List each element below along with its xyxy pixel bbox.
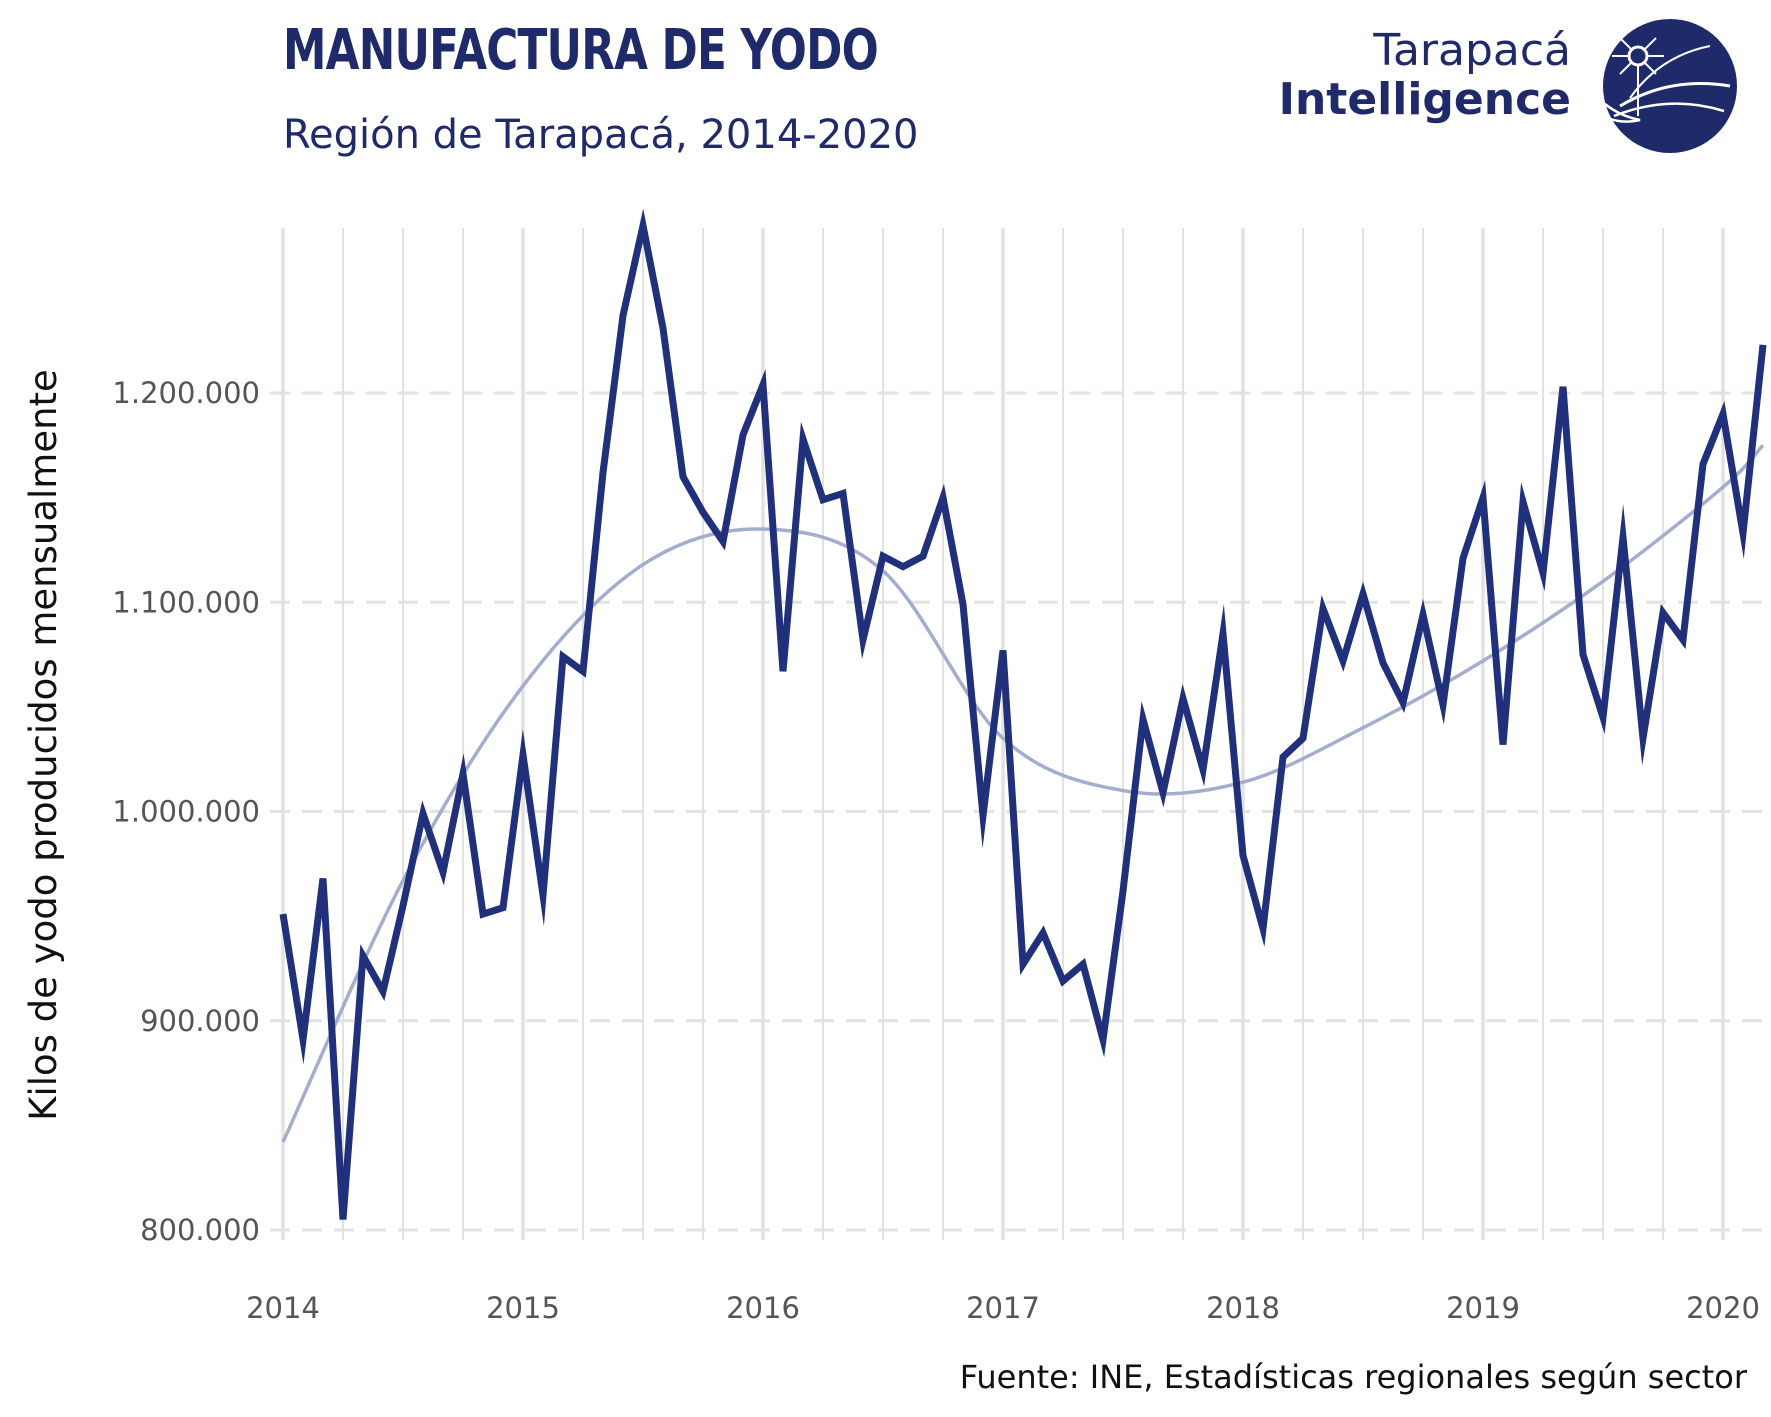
- source-note: Fuente: INE, Estadísticas regionales seg…: [959, 1358, 1747, 1396]
- x-tick-label: 2018: [1206, 1291, 1280, 1325]
- globe-compass-icon: [1600, 16, 1740, 160]
- x-tick-label: 2015: [486, 1291, 560, 1325]
- chart-subtitle: Región de Tarapacá, 2014-2020: [283, 112, 919, 158]
- x-tick-label: 2020: [1686, 1291, 1760, 1325]
- trend-line: [281, 444, 1765, 1143]
- y-tick-label: 800.000: [140, 1213, 260, 1247]
- x-tick-label: 2014: [246, 1291, 320, 1325]
- grid: [270, 228, 1767, 1240]
- brand-line-2: Intelligence: [1278, 74, 1571, 126]
- brand-line-1: Tarapacá: [1373, 25, 1571, 76]
- trend-path: [281, 444, 1765, 1143]
- brand-name: Tarapacá Intelligence: [1279, 26, 1571, 125]
- y-tick-label: 900.000: [140, 1004, 260, 1038]
- x-axis-tick-labels: 2014 2015 2016 2017 2018 2019 2020: [246, 1291, 1760, 1325]
- y-tick-label: 1.000.000: [112, 795, 260, 829]
- x-tick-label: 2016: [726, 1291, 800, 1325]
- series-path: [279, 208, 1767, 1220]
- x-tick-label: 2017: [966, 1291, 1040, 1325]
- monthly-production-line: [279, 208, 1767, 1220]
- x-tick-label: 2019: [1446, 1291, 1520, 1325]
- y-axis-title: Kilos de yodo producidos mensualmente: [22, 369, 65, 1121]
- y-tick-label: 1.200.000: [112, 376, 260, 410]
- chart-title: MANUFACTURA DE YODO: [283, 18, 879, 83]
- y-tick-label: 1.100.000: [112, 585, 260, 619]
- y-axis-tick-labels: 800.000 900.000 1.000.000 1.100.000 1.200.00…: [112, 376, 260, 1247]
